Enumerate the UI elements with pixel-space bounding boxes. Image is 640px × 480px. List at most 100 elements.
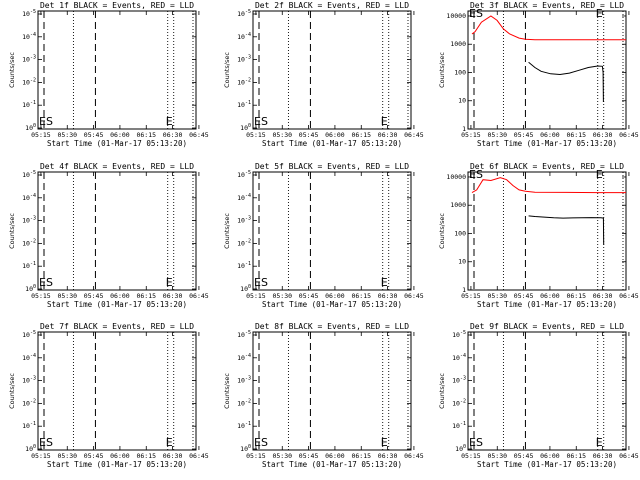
y-tick-label: 10-2	[237, 238, 251, 247]
x-tick-label: 06:30	[593, 452, 613, 460]
y-axis-label: Counts/sec	[223, 213, 231, 249]
y-axis-label: Counts/sec	[8, 52, 16, 88]
y-tick-label: 100	[25, 284, 36, 293]
x-tick-label: 06:30	[378, 131, 398, 139]
x-tick-label: 06:00	[110, 131, 130, 139]
y-tick-label: 10-4	[237, 193, 251, 202]
y-tick-label: 10-3	[237, 376, 251, 385]
x-tick-label: 05:30	[487, 131, 507, 139]
plot-frame	[37, 331, 197, 451]
y-tick-label: 10-1	[237, 261, 251, 270]
event-marker: E	[596, 168, 603, 181]
event-marker: ES	[254, 276, 268, 289]
y-tick-label: 10-2	[22, 398, 36, 407]
x-tick-label: 05:15	[31, 292, 51, 300]
x-tick-label: 06:30	[378, 452, 398, 460]
x-tick-label: 06:00	[110, 292, 130, 300]
x-tick-label: 06:45	[404, 292, 424, 300]
y-tick-label: 10-4	[22, 32, 36, 41]
chart-panel: Det 5f BLACK = Events, RED = LLD 100 10-1 1…	[223, 162, 424, 309]
y-tick-label: 10-4	[237, 32, 251, 41]
y-tick-label: 10	[458, 97, 466, 105]
x-axis-label: Start Time (01-Mar-17 05:13:20)	[477, 300, 617, 309]
plot-frame	[467, 171, 627, 291]
y-tick-label: 10-5	[22, 170, 36, 179]
x-tick-label: 06:00	[540, 452, 560, 460]
chart-panel: Det 7f BLACK = Events, RED = LLD 100 10-1 1…	[8, 322, 209, 469]
y-tick-label: 100	[240, 284, 251, 293]
x-tick-label: 06:00	[540, 131, 560, 139]
plot-frame	[252, 10, 412, 130]
y-tick-label: 10-5	[22, 330, 36, 339]
y-tick-label: 10000	[446, 173, 466, 181]
event-marker: ES	[39, 115, 53, 128]
y-tick-label: 1	[462, 286, 466, 294]
y-tick-label: 10-1	[22, 421, 36, 430]
x-axis-label: Start Time (01-Mar-17 05:13:20)	[47, 139, 187, 148]
x-tick-label: 06:00	[540, 292, 560, 300]
x-tick-label: 06:00	[325, 292, 345, 300]
x-tick-label: 06:45	[404, 452, 424, 460]
y-tick-label: 100	[454, 229, 466, 237]
chart-title: Det 9f BLACK = Events, RED = LLD	[470, 322, 624, 331]
x-tick-label: 06:30	[163, 292, 183, 300]
chart-title: Det 1f BLACK = Events, RED = LLD	[40, 1, 194, 10]
x-tick-label: 06:15	[351, 452, 371, 460]
y-tick-label: 1000	[450, 40, 466, 48]
x-tick-label: 06:30	[593, 131, 613, 139]
y-tick-label: 10-1	[237, 100, 251, 109]
y-tick-label: 100	[455, 444, 466, 453]
x-tick-label: 05:45	[84, 292, 104, 300]
event-marker: ES	[39, 436, 53, 449]
x-axis-label: Start Time (01-Mar-17 05:13:20)	[47, 300, 187, 309]
x-tick-label: 05:30	[272, 131, 292, 139]
x-tick-label: 06:15	[136, 292, 156, 300]
chart-panel: Det 6f BLACK = Events, RED = LLD 1 10 100 10…	[438, 162, 639, 309]
y-tick-label: 100	[240, 123, 251, 132]
x-tick-label: 06:00	[110, 452, 130, 460]
x-axis-label: Start Time (01-Mar-17 05:13:20)	[262, 460, 402, 469]
y-tick-label: 1	[462, 125, 466, 133]
lld-series-line	[471, 177, 626, 194]
x-tick-label: 06:30	[163, 452, 183, 460]
event-marker: E	[596, 7, 603, 20]
x-tick-label: 05:15	[461, 131, 481, 139]
x-tick-label: 06:45	[619, 292, 639, 300]
chart-panel: Det 9f BLACK = Events, RED = LLD 100 10-1 1…	[438, 322, 639, 469]
y-tick-label: 100	[454, 68, 466, 76]
x-tick-label: 06:00	[325, 452, 345, 460]
y-tick-label: 1000	[450, 201, 466, 209]
y-axis-label: Counts/sec	[438, 213, 446, 249]
chart-title: Det 6f BLACK = Events, RED = LLD	[470, 162, 624, 171]
x-tick-label: 06:45	[189, 452, 209, 460]
y-tick-label: 10-1	[452, 421, 466, 430]
y-axis-label: Counts/sec	[223, 373, 231, 409]
x-tick-label: 05:30	[57, 292, 77, 300]
x-tick-label: 05:15	[246, 131, 266, 139]
plot-frame	[37, 10, 197, 130]
x-tick-label: 05:30	[57, 452, 77, 460]
event-marker: E	[166, 436, 173, 449]
events-series-line	[528, 61, 604, 103]
chart-panel: Det 4f BLACK = Events, RED = LLD 100 10-1 1…	[8, 162, 209, 309]
y-tick-label: 100	[240, 444, 251, 453]
x-tick-label: 06:00	[325, 131, 345, 139]
x-tick-label: 06:30	[378, 292, 398, 300]
x-axis-label: Start Time (01-Mar-17 05:13:20)	[47, 460, 187, 469]
y-tick-label: 10-3	[237, 55, 251, 64]
x-tick-label: 05:15	[461, 452, 481, 460]
x-tick-label: 06:15	[136, 131, 156, 139]
y-tick-label: 10-5	[452, 330, 466, 339]
chart-panel: Det 3f BLACK = Events, RED = LLD 1 10 100 10…	[438, 1, 639, 148]
chart-panel: Det 8f BLACK = Events, RED = LLD 100 10-1 1…	[223, 322, 424, 469]
y-axis-label: Counts/sec	[223, 52, 231, 88]
y-tick-label: 10-2	[452, 398, 466, 407]
x-tick-label: 06:15	[566, 292, 586, 300]
event-marker: ES	[254, 115, 268, 128]
y-tick-label: 100	[25, 123, 36, 132]
chart-title: Det 7f BLACK = Events, RED = LLD	[40, 322, 194, 331]
y-axis-label: Counts/sec	[8, 373, 16, 409]
event-marker: E	[381, 115, 388, 128]
event-marker: E	[596, 436, 603, 449]
